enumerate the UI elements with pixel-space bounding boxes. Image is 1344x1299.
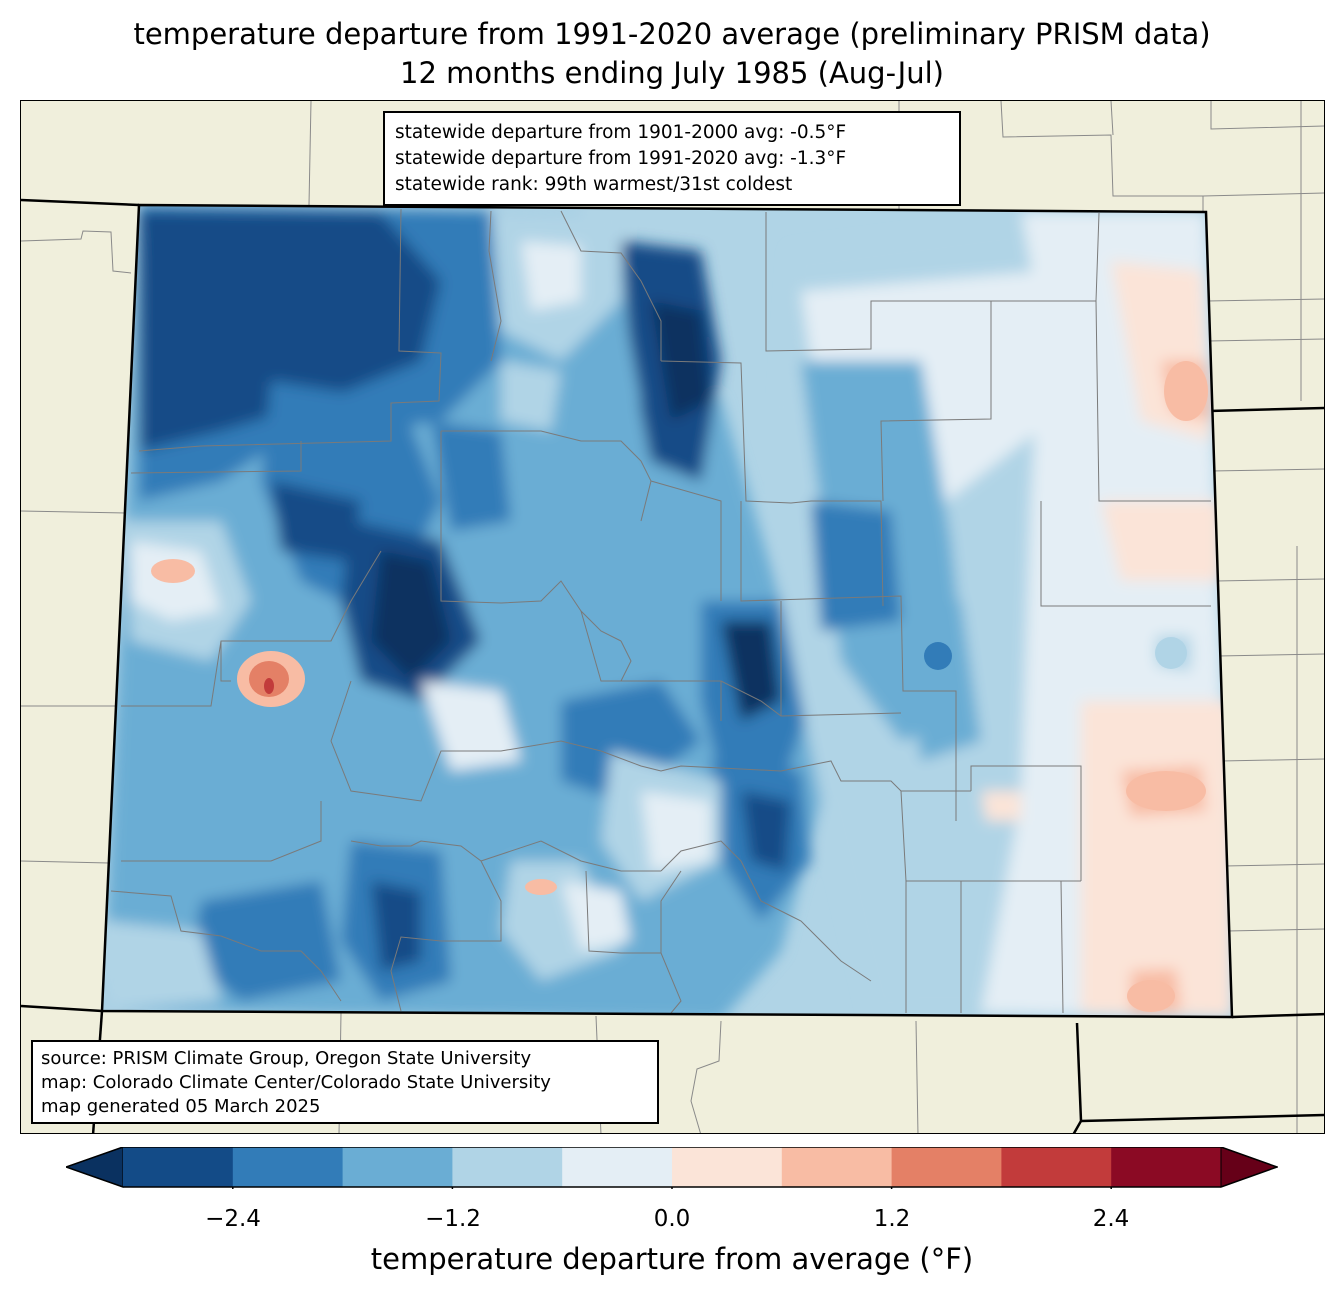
map-panel: [20, 100, 1325, 1134]
source-credits-box: source: PRISM Climate Group, Oregon Stat…: [31, 1040, 659, 1124]
colorbar-bin: [123, 1147, 234, 1187]
colorbar-bin: [1111, 1147, 1222, 1187]
stats-line-1: statewide departure from 1901-2000 avg: …: [395, 122, 847, 143]
colorado-border: [100, 203, 1234, 1019]
colorbar-bin: [232, 1147, 344, 1187]
colorbar-bin: [891, 1147, 1002, 1187]
statewide-stats-box: statewide departure from 1901-2000 avg: …: [383, 111, 961, 206]
colorbar-tick-label: 1.2: [873, 1206, 911, 1232]
map-title: temperature departure from 1991-2020 ave…: [133, 17, 1211, 51]
colorbar-bin: [562, 1147, 673, 1187]
stats-line-2: statewide departure from 1991-2020 avg: …: [395, 148, 847, 169]
colorado-temperature-map: [21, 101, 1324, 1133]
colorbar-tick-label: 0.0: [653, 1206, 691, 1232]
county-lines: [110, 208, 1211, 1014]
colorbar-bin: [452, 1147, 563, 1187]
map-subtitle: 12 months ending July 1985 (Aug-Jul): [400, 56, 944, 90]
colorbar-ticks: [232, 1187, 1112, 1189]
colorbar-tick-label: 2.4: [1092, 1206, 1130, 1232]
colorbar-tick-label: −1.2: [425, 1206, 481, 1232]
colorbar-bin: [672, 1147, 783, 1187]
colorbar-outline: [66, 1147, 1278, 1188]
source-line-1: source: PRISM Climate Group, Oregon Stat…: [41, 1048, 532, 1069]
source-line-3: map generated 05 March 2025: [41, 1096, 321, 1117]
stats-line-3: statewide rank: 99th warmest/31st coldes…: [395, 174, 793, 195]
colorbar-bin: [781, 1147, 893, 1187]
temperature-field: [102, 205, 1232, 1017]
neighbor-county-lines: [21, 101, 1324, 1133]
colorbar-bins: [123, 1147, 1222, 1187]
colorbar-tick-label: −2.4: [205, 1206, 261, 1232]
colorbar-under-arrow: [66, 1147, 124, 1188]
colorbar-bin: [1001, 1147, 1112, 1187]
colorbar: [66, 1147, 1278, 1189]
colorbar-label: temperature departure from average (°F): [370, 1242, 974, 1276]
colorbar-over-arrow: [1220, 1147, 1278, 1188]
colorbar-bin: [342, 1147, 453, 1187]
source-line-2: map: Colorado Climate Center/Colorado St…: [41, 1072, 551, 1093]
